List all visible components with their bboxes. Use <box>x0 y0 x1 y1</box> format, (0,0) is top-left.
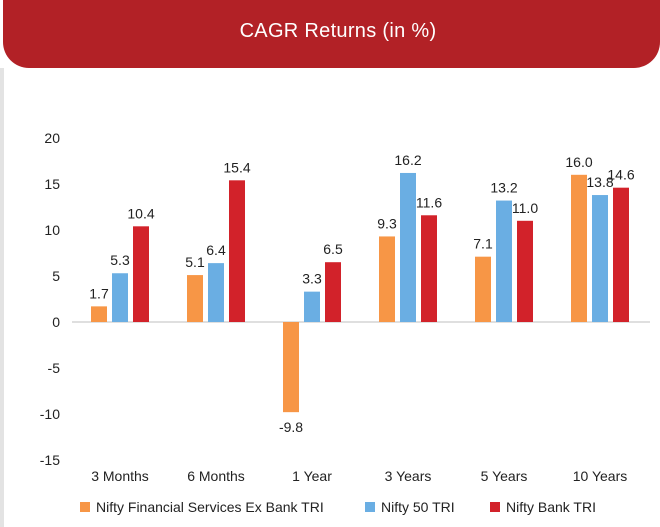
legend-label: Nifty Bank TRI <box>506 499 596 515</box>
category-label: 3 Months <box>91 468 149 484</box>
bar <box>613 187 629 322</box>
category-label: 6 Months <box>187 468 245 484</box>
chart-title: CAGR Returns (in %) <box>239 20 437 42</box>
data-label: 16.0 <box>565 154 592 170</box>
category-label: 10 Years <box>573 468 628 484</box>
data-label: 15.4 <box>223 159 250 175</box>
bar <box>304 291 320 322</box>
bar <box>229 180 245 322</box>
y-tick-label: 5 <box>52 268 60 284</box>
data-label: 1.7 <box>89 285 109 301</box>
data-label: 6.5 <box>323 241 343 257</box>
legend-item: Nifty 50 TRI <box>365 499 455 515</box>
y-tick-label: 15 <box>44 176 60 192</box>
data-label: -9.8 <box>279 419 303 435</box>
title-banner <box>3 0 660 68</box>
legend-swatch <box>80 502 90 512</box>
bar <box>379 236 395 322</box>
data-label: 5.3 <box>110 252 130 268</box>
legend-swatch <box>490 502 500 512</box>
bar <box>283 322 299 413</box>
bar <box>592 195 608 322</box>
category-label: 1 Year <box>292 468 332 484</box>
legend-swatch <box>365 502 375 512</box>
y-tick-label: -5 <box>48 360 61 376</box>
data-label: 13.8 <box>586 174 613 190</box>
data-label: 10.4 <box>127 205 154 221</box>
y-tick-label: 10 <box>44 222 60 238</box>
data-label: 16.2 <box>394 152 421 168</box>
legend-item: Nifty Bank TRI <box>490 499 596 515</box>
bar <box>496 200 512 322</box>
legend-item: Nifty Financial Services Ex Bank TRI <box>80 499 324 515</box>
data-label: 6.4 <box>206 242 226 258</box>
bar-series <box>91 172 629 413</box>
y-tick-label: 20 <box>44 130 60 146</box>
data-label: 13.2 <box>490 180 517 196</box>
legend-label: Nifty 50 TRI <box>381 499 455 515</box>
bar <box>325 262 341 322</box>
data-label: 14.6 <box>607 167 634 183</box>
bar <box>133 226 149 322</box>
data-label: 9.3 <box>377 215 397 231</box>
y-tick-label: -15 <box>40 452 60 468</box>
bar <box>571 174 587 322</box>
bar <box>400 172 416 322</box>
legend-label: Nifty Financial Services Ex Bank TRI <box>96 499 324 515</box>
y-axis: 20 15 10 5 0 -5 -10 -15 <box>40 130 60 468</box>
chart-legend: Nifty Financial Services Ex Bank TRI Nift… <box>0 499 660 521</box>
data-label: 5.1 <box>185 254 205 270</box>
category-label: 5 Years <box>481 468 528 484</box>
x-axis: 3 Months 6 Months 1 Year 3 Years 5 Years 10 Y… <box>91 468 627 484</box>
data-label: 7.1 <box>473 236 493 252</box>
bar <box>112 273 128 322</box>
bar <box>187 275 203 322</box>
data-label: 3.3 <box>302 271 322 287</box>
y-tick-label: -10 <box>40 406 60 422</box>
card-edge <box>0 68 4 527</box>
bar <box>517 220 533 322</box>
bar-chart: 20 15 10 5 0 -5 -10 -15 1.7 5.3 10.4 5.16.4 15.4 -9.… <box>40 130 650 484</box>
y-tick-label: 0 <box>52 314 60 330</box>
data-label: 11.6 <box>416 194 442 210</box>
data-labels: 1.7 5.3 10.4 5.16.4 15.4 -9.8 3.36.5 9.3 16.2 11.… <box>89 152 635 435</box>
bar <box>421 215 437 322</box>
bar <box>208 263 224 322</box>
bar <box>475 256 491 322</box>
category-label: 3 Years <box>385 468 432 484</box>
data-label: 11.0 <box>512 200 538 216</box>
bar <box>91 306 107 322</box>
